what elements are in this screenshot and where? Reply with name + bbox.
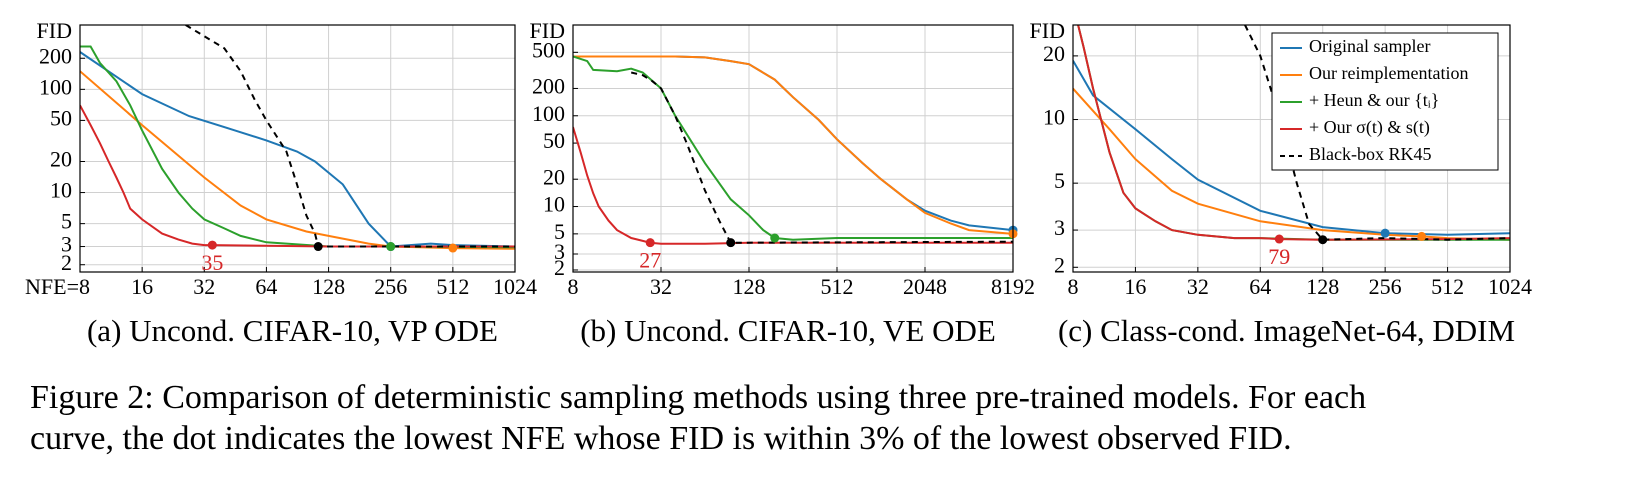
y-tick-label: 100: [532, 101, 565, 126]
y-tick-label: 5: [554, 219, 565, 244]
lowest-nfe-dot: [770, 233, 780, 243]
x-tick-label: 32: [193, 274, 215, 299]
x-tick-label: 64: [255, 274, 277, 299]
series-line: [80, 104, 515, 248]
y-tick-label: 20: [50, 147, 72, 172]
legend-label: Black-box RK45: [1309, 144, 1431, 164]
y-axis-label: FID: [37, 18, 72, 43]
legend-label: + Our σ(t) & s(t): [1309, 117, 1430, 138]
lowest-nfe-dot: [1417, 231, 1427, 241]
lowest-nfe-dot: [645, 238, 655, 248]
x-tick-label: 512: [436, 274, 469, 299]
y-tick-label: 20: [1043, 41, 1065, 66]
x-tick-label: 8: [568, 274, 579, 299]
y-tick-label: 3: [554, 239, 565, 264]
axes-frame: [79, 24, 516, 273]
y-tick-label: 10: [50, 178, 72, 203]
y-tick-label: 200: [39, 43, 72, 68]
x-tick-label: 8: [1068, 274, 1079, 299]
x-tick-label: 32: [1187, 274, 1209, 299]
chart: 2 3 5 10 20 8 16 32 64 128 256 512 1024 FID 79 (c) Clas…: [1030, 18, 1532, 348]
subplot-title: (c) Class-cond. ImageNet-64, DDIM: [1058, 313, 1515, 348]
caption-line: Figure 2: Comparison of deterministic sa…: [30, 379, 1366, 416]
dot-label: 35: [201, 250, 223, 275]
y-tick-label: 5: [61, 209, 72, 234]
x-tick-label: 512: [1431, 274, 1464, 299]
lowest-nfe-dot: [726, 238, 736, 248]
y-tick-label: 3: [61, 232, 72, 257]
series-line: [573, 55, 1013, 235]
plot-area: [1073, 25, 1510, 241]
x-tick-label: 256: [374, 274, 407, 299]
axes-frame: [1072, 24, 1511, 273]
y-tick-label: 50: [543, 128, 565, 153]
axes-frame: [572, 24, 1014, 273]
lowest-nfe-dot: [313, 242, 323, 252]
series-line: [185, 25, 515, 248]
lowest-nfe-dot: [1380, 228, 1390, 238]
series-line: [80, 51, 515, 248]
y-tick-label: 2: [61, 250, 72, 275]
x-tick-label: 64: [1249, 274, 1271, 299]
dot-label: 27: [639, 248, 661, 273]
y-tick-label: 50: [50, 105, 72, 130]
series-line: [80, 45, 515, 249]
x-tick-label: 512: [821, 274, 854, 299]
x-tick-label: 32: [650, 274, 672, 299]
caption-line: curve, the dot indicates the lowest NFE …: [30, 420, 1292, 457]
lowest-nfe-dot: [207, 240, 217, 250]
y-axis-label: FID: [530, 18, 565, 43]
x-tick-label: 128: [1306, 274, 1339, 299]
plot-area: [80, 25, 515, 250]
series-line: [1244, 25, 1510, 241]
series-line: [1073, 87, 1510, 241]
subplot-title: (a) Uncond. CIFAR-10, VP ODE: [87, 313, 498, 348]
y-tick-label: 10: [543, 192, 565, 217]
x-tick-label: NFE=8: [25, 274, 90, 299]
x-tick-label: 8192: [991, 274, 1035, 299]
series-line: [1073, 60, 1510, 236]
dot-label: 79: [1268, 244, 1290, 269]
y-axis-label: FID: [1030, 18, 1065, 43]
lowest-nfe-dot: [1274, 234, 1284, 244]
y-tick-label: 2: [554, 255, 565, 280]
subplot-title: (b) Uncond. CIFAR-10, VE ODE: [580, 313, 996, 348]
legend-label: Our reimplementation: [1309, 63, 1468, 83]
lowest-nfe-dot: [1318, 235, 1328, 245]
y-tick-label: 3: [1054, 215, 1065, 240]
legend-label: + Heun & our {tᵢ}: [1309, 90, 1439, 110]
x-tick-label: 1024: [1488, 274, 1532, 299]
y-tick-label: 2: [1054, 252, 1065, 277]
y-tick-label: 20: [543, 164, 565, 189]
x-tick-label: 1024: [493, 274, 537, 299]
series-line: [573, 55, 1013, 241]
plot-area: [573, 55, 1013, 245]
x-tick-label: 2048: [903, 274, 947, 299]
y-tick-label: 100: [39, 74, 72, 99]
x-tick-label: 16: [131, 274, 153, 299]
series-line: [1077, 25, 1510, 241]
lowest-nfe-dot: [448, 243, 458, 253]
series-line: [573, 126, 1013, 245]
legend-label: Original sampler: [1309, 36, 1430, 56]
legend-box: [1271, 32, 1499, 171]
y-tick-label: 200: [532, 73, 565, 98]
x-tick-label: 128: [733, 274, 766, 299]
x-tick-label: 16: [1124, 274, 1146, 299]
y-tick-label: 500: [532, 37, 565, 62]
x-tick-label: 256: [1369, 274, 1402, 299]
series-line: [630, 71, 1013, 244]
y-tick-label: 10: [1043, 105, 1065, 130]
lowest-nfe-dot: [386, 242, 396, 252]
x-tick-label: 128: [312, 274, 345, 299]
y-tick-label: 5: [1054, 168, 1065, 193]
